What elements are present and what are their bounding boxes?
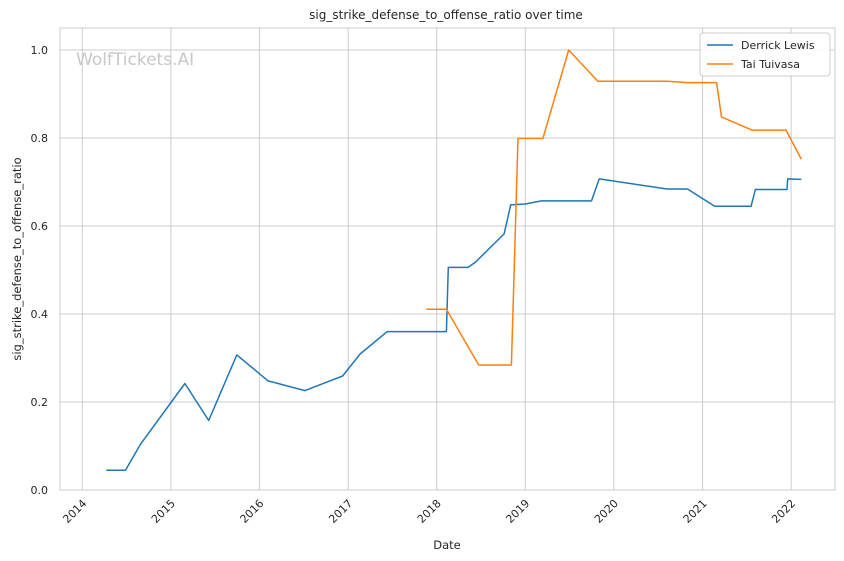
legend-box [699,32,831,77]
y-tick-label: 0.8 [31,132,49,145]
legend-label-derrick-lewis: Derrick Lewis [741,39,815,52]
y-tick-label: 0.4 [31,308,49,321]
y-axis-title: sig_strike_defense_to_offense_ratio [10,157,24,360]
x-axis-title: Date [433,538,461,552]
y-tick-labels: 0.0 0.2 0.4 0.6 0.8 1.0 [31,44,49,497]
series-layer [106,49,802,471]
legend-label-tai-tuivasa: Tai Tuivasa [740,58,800,71]
series-line-tai-tuivasa [426,49,802,366]
y-tick-label: 0.0 [31,484,49,497]
chart-title: sig_strike_defense_to_offense_ratio over… [309,8,583,22]
watermark-text: WolfTickets.AI [76,50,194,70]
legend: Derrick Lewis Tai Tuivasa [699,32,831,77]
plot-frame [59,27,836,491]
y-tick-label: 0.6 [31,220,49,233]
y-tick-label: 1.0 [31,44,49,57]
series-line-derrick-lewis [106,178,802,471]
y-tick-label: 0.2 [31,396,49,409]
